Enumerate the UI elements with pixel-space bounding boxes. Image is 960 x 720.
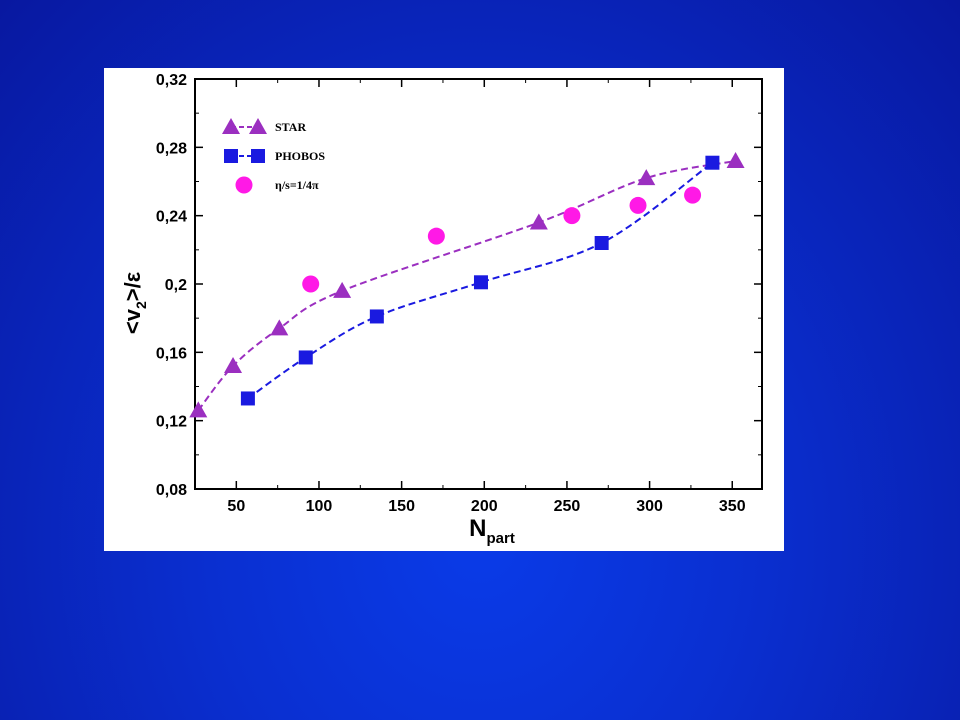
circle-data-point xyxy=(684,186,702,204)
y-axis-title: <v2>/ε xyxy=(120,271,149,334)
legend-marker-triangle xyxy=(222,118,240,134)
y-tick-label: 0,28 xyxy=(156,140,187,157)
plot-panel: 50 100 150 200 250 300 350 0,08 0,12 0,16 0,2 0,24 0… xyxy=(104,68,784,551)
triangle-series-line xyxy=(197,160,736,412)
triangle-data-point xyxy=(224,357,243,373)
series-layer xyxy=(189,152,745,418)
x-tick-label: 150 xyxy=(388,498,415,515)
legend-marker-triangle xyxy=(249,118,267,134)
legend-label-circle: η/s=1/4π xyxy=(275,178,319,192)
legend-label-square: PHOBOS xyxy=(275,149,325,163)
x-axis-title: Npart xyxy=(469,515,515,547)
y-tick-label: 0,16 xyxy=(156,345,187,362)
legend: STAR PHOBOS η/s=1/4π xyxy=(222,118,325,194)
legend-label-triangle: STAR xyxy=(275,120,306,134)
axes-layer: 50 100 150 200 250 300 350 0,08 0,12 0,16 0,2 0,24 0… xyxy=(156,72,763,515)
triangle-data-point xyxy=(637,169,656,186)
x-tick-label: 250 xyxy=(554,498,581,515)
legend-marker-square xyxy=(224,149,238,163)
square-data-point xyxy=(369,309,384,324)
x-tick-label: 200 xyxy=(471,498,498,515)
triangle-data-point xyxy=(333,281,352,298)
circle-data-point xyxy=(563,207,581,225)
x-tick-label: 300 xyxy=(636,498,663,515)
triangle-data-point xyxy=(726,152,745,168)
square-data-point xyxy=(705,155,720,170)
legend-marker-square xyxy=(251,149,265,163)
x-tick-label: 350 xyxy=(719,498,746,515)
y-tick-label: 0,12 xyxy=(156,414,187,431)
square-data-point xyxy=(240,391,255,406)
legend-marker-circle xyxy=(235,176,253,194)
circle-data-point xyxy=(302,275,320,293)
x-axis-title-main: N xyxy=(469,515,486,542)
x-tick-label: 100 xyxy=(306,498,333,515)
y-tick-label: 0,08 xyxy=(156,482,187,499)
y-axis-title-sub: 2 xyxy=(133,301,149,309)
x-axis-title-sub: part xyxy=(487,530,515,547)
circle-data-point xyxy=(427,227,445,245)
square-data-point xyxy=(594,236,609,250)
square-data-point xyxy=(473,275,488,290)
y-tick-label: 0,24 xyxy=(156,209,187,226)
x-tick-label: 50 xyxy=(227,498,245,515)
y-tick-label: 0,32 xyxy=(156,72,187,89)
triangle-data-point xyxy=(270,319,289,336)
y-tick-label: 0,2 xyxy=(165,277,187,294)
triangle-data-point xyxy=(189,401,208,418)
square-data-point xyxy=(298,350,313,365)
y-axis-title-part-2: >/ε xyxy=(120,271,145,301)
y-axis-title-part-1: <v xyxy=(120,308,145,334)
triangle-data-point xyxy=(529,213,548,230)
circle-data-point xyxy=(629,196,647,214)
chart-svg: 50 100 150 200 250 300 350 0,08 0,12 0,16 0,2 0,24 0… xyxy=(120,72,763,547)
